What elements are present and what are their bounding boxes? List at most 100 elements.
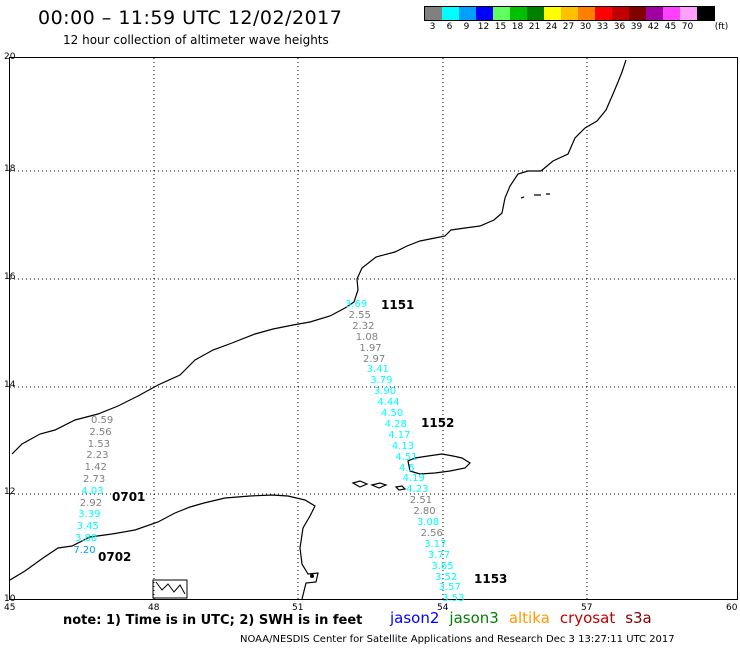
color-scale-label: 30 [579,22,592,32]
satellite-legend-item: cryosat [559,609,616,627]
arabian-peninsula-coast [11,59,627,455]
color-scale-label: 70 [681,22,694,32]
color-scale-label: 3 [429,22,436,32]
wave-height-observation: 3.45 [76,521,99,533]
wave-height-observation: 3.79 [370,375,393,387]
small-island [394,485,407,491]
wave-height-observation: 3.08 [417,517,440,528]
credit-line: NOAA/NESDIS Center for Satellite Applica… [240,634,675,645]
color-scale-label: 6 [446,22,453,32]
wave-height-observation: 2.80 [413,506,436,518]
wave-height-observation: 4.03 [81,485,104,497]
satellite-legend: jason2 jason3 altika cryosat s3a [390,609,652,627]
map-subtitle: 12 hour collection of altimeter wave hei… [63,33,329,47]
color-scale-label: 42 [647,22,660,32]
lon-tick-label: 60 [726,603,738,613]
lat-tick-label: 14 [4,380,16,390]
color-scale-swatch [561,7,578,20]
wave-height-observation: 3.69 [345,299,368,310]
wave-height-observation: 2.92 [79,497,103,509]
color-scale-label: 45 [664,22,677,32]
color-scale-label: 33 [596,22,609,32]
wave-height-observation: 3.41 [366,364,389,376]
lat-tick-label: 10 [4,594,16,604]
color-scale-label: 39 [630,22,643,32]
wave-height-observation: 4.50 [381,408,404,419]
wave-height-observation: 2.51 [409,495,433,507]
lon-tick-label: 45 [4,603,16,613]
wave-height-observation: 3.57 [438,582,461,594]
wave-height-observation: 7.20 [73,544,96,556]
color-scale-label: 9 [463,22,470,32]
lat-tick-label: 20 [4,52,16,62]
satellite-legend-item: s3a [625,609,652,627]
wave-height-observation: 2.56 [89,426,112,438]
color-scale-swatch [459,7,476,20]
wave-height-observation: 3.65 [431,560,454,572]
lon-tick-label: 48 [148,603,160,613]
wave-height-observation: 2.23 [86,450,109,462]
color-scale-swatch [527,7,544,20]
color-scale-label: 24 [545,22,558,32]
color-scale-swatch [493,7,510,20]
wave-height-observation: 4.5 [399,462,415,474]
wave-height-observation: 3.39 [78,509,101,521]
wave-height-observation: 0.59 [91,415,114,426]
color-scale-label: 27 [562,22,575,32]
satellite-legend-item: altika [508,609,550,627]
inland-features [152,574,314,599]
color-scale-swatch [510,7,527,20]
socotra-island [407,453,471,475]
wave-height-observation: 3.17 [424,538,447,550]
wave-height-observation: 2.97 [363,353,386,365]
pass-time-label: 1151 [381,298,415,312]
color-scale-swatch [595,7,612,20]
pass-time-label: 0702 [98,550,132,564]
wave-height-observation: 3.88 [75,533,98,544]
wave-height-observation: 1.42 [84,462,107,474]
color-scale-labels: 3 6 9 12 15 18 21 24 27 30 33 36 39 42 45 70 (ft) [424,22,730,32]
color-scale-swatch [544,7,561,20]
map-frame [9,57,738,600]
color-scale-swatch [425,7,442,20]
color-scale-swatch [476,7,493,20]
pass-time-label: 1152 [421,416,455,430]
color-scale-swatch [629,7,646,20]
lon-tick-label: 57 [581,603,593,613]
coastline [9,59,627,600]
satellite-legend-item: jason2 [390,609,440,627]
wave-height-color-scale [424,6,715,21]
wave-height-observation: 2.56 [420,527,443,539]
wave-height-observation: 3.77 [427,549,451,561]
wave-height-observation: 1.97 [359,342,382,354]
kuria-muria-islands [520,193,550,199]
color-scale-swatch [578,7,595,20]
wave-height-observation: 4.51 [395,451,418,463]
wave-height-observation: 4.23 [406,484,429,496]
color-scale-label: 15 [494,22,507,32]
satellite-legend-item: jason3 [449,609,499,627]
lon-tick-label: 54 [437,603,449,613]
horn-of-africa-coast [9,494,319,600]
small-island [370,482,388,489]
wave-height-observation: 4.17 [388,429,411,441]
color-scale-swatch [663,7,680,20]
wave-height-observation: 3.52 [435,571,458,583]
color-scale-swatch [697,7,714,20]
color-scale-swatch [646,7,663,20]
footnote: note: 1) Time is in UTC; 2) SWH is in fe… [63,613,363,628]
wave-height-observation: 4.28 [384,418,407,430]
small-island [351,480,369,488]
wave-height-observation: 4.19 [402,473,425,485]
wave-height-observation: 1.08 [355,331,379,343]
wave-height-observation: 4.44 [377,397,400,409]
color-scale-label: 18 [511,22,524,32]
color-scale-unit: (ft) [714,22,729,32]
wave-height-observation: 4.13 [391,440,415,452]
wave-height-observation: 3.53 [442,593,465,605]
lat-tick-label: 18 [4,164,16,174]
lon-tick-label: 51 [292,603,304,613]
color-scale-label: 21 [528,22,541,32]
wave-height-observation: 2.55 [348,309,371,321]
color-scale-label [696,22,713,32]
